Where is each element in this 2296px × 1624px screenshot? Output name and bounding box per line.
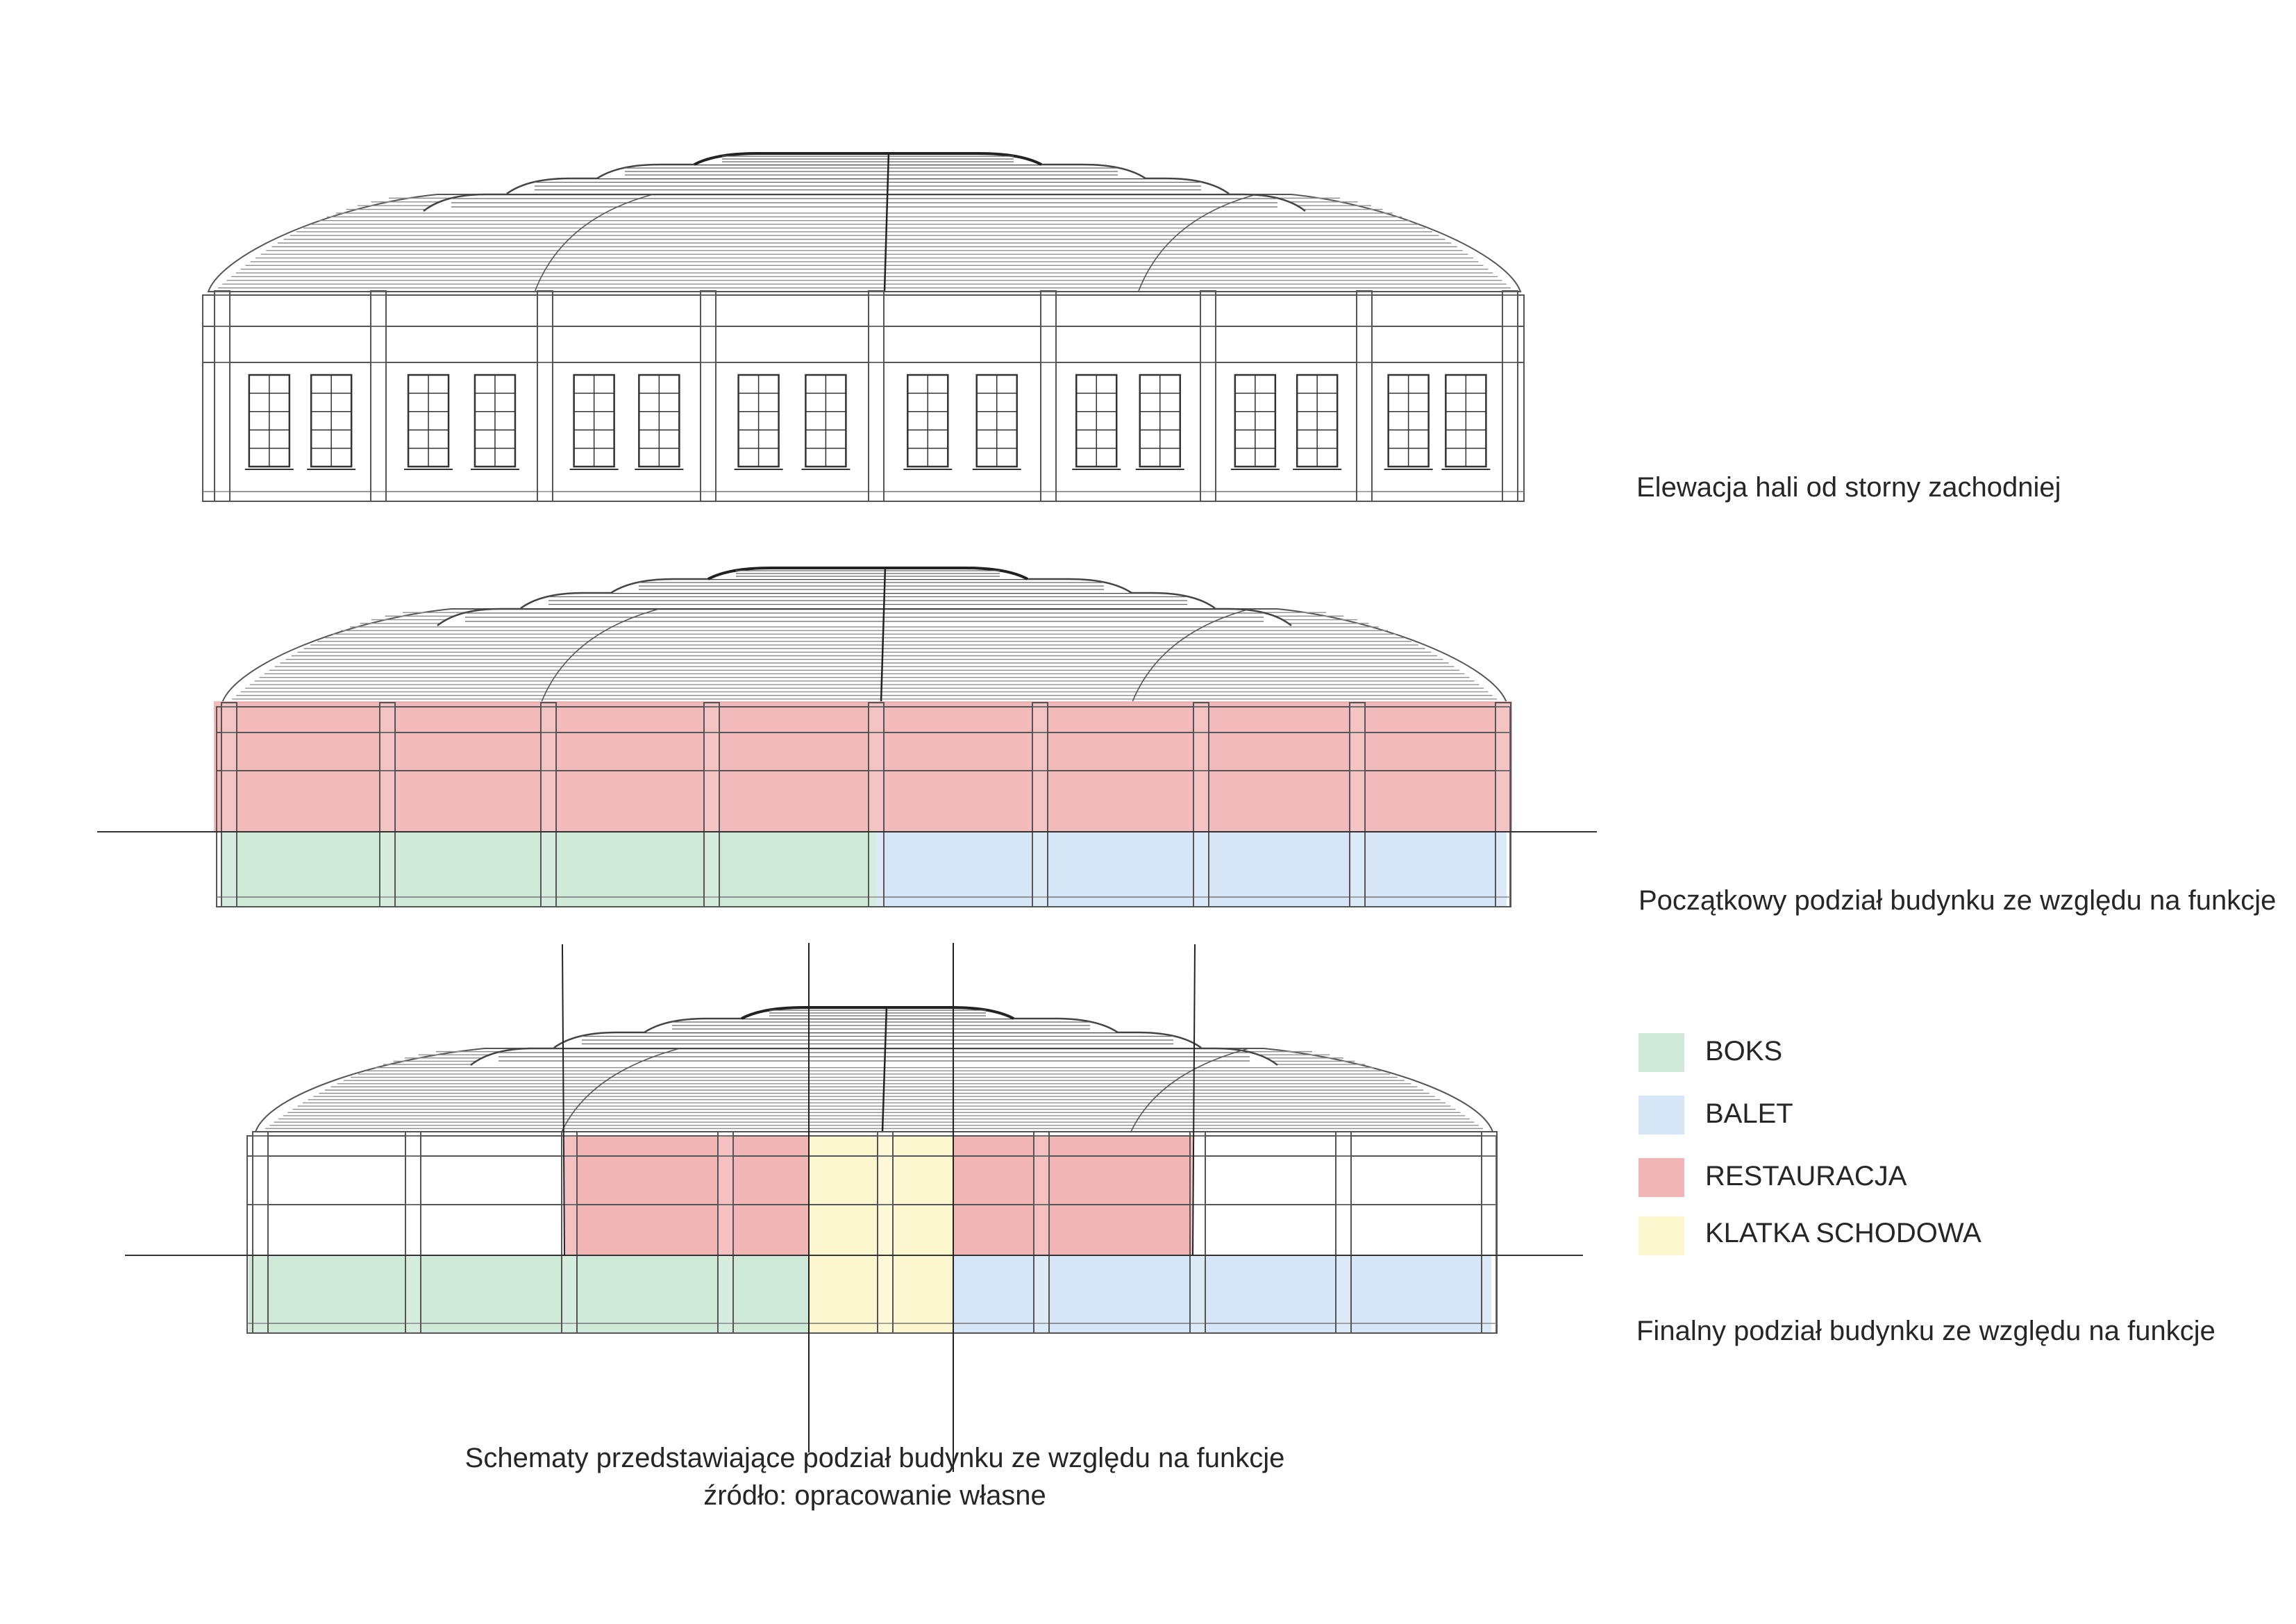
final-division-line-4 [1192,944,1196,1256]
pilaster [1481,1131,1498,1334]
pilaster [370,290,387,502]
pilaster [717,1131,734,1334]
initial-restauracja-zone [214,701,1512,832]
elevation-label: Elewacja hali od storny zachodniej [1636,472,2061,503]
legend-label-restauracja: RESTAURACJA [1705,1161,1907,1191]
pilaster [221,702,237,907]
elevation-drawing [202,151,1525,502]
roof-arc [1130,1048,1250,1132]
pilaster [1040,290,1057,502]
pilaster [561,1131,578,1334]
pilaster [1193,702,1209,907]
initial-division-drawing [97,566,1597,907]
pilaster [1200,290,1216,502]
roof-arc [1137,194,1257,292]
pilaster [703,702,720,907]
final-restauracja-zone-left [564,1136,809,1255]
final-restauracja-zone-right [953,1136,1193,1255]
pilaster [537,290,553,502]
pilaster [1502,290,1518,502]
roof-arc [534,194,653,292]
caption-line-2: źródło: opracowanie własne [703,1480,1046,1511]
pilaster [405,1131,421,1334]
legend-label-klatka: KLATKA SCHODOWA [1705,1218,1981,1248]
pilaster [1335,1131,1352,1334]
pilaster [1495,702,1511,907]
legend-swatch-balet [1639,1096,1684,1135]
legend-swatch-boks [1639,1033,1684,1072]
pilaster [1356,290,1373,502]
pilaster [1033,1131,1050,1334]
pilaster [1032,702,1048,907]
legend-label-boks: BOKS [1705,1036,1783,1066]
roof-ridge [880,566,887,703]
pilaster [379,702,396,907]
legend-swatch-restauracja [1639,1158,1684,1197]
initial-boks-zone [221,832,876,907]
final-boks-zone [249,1255,809,1333]
roof-arc [561,1048,680,1132]
pilaster [540,702,557,907]
roof-arc [540,608,660,703]
pilaster [868,290,885,502]
pilaster [1349,702,1366,907]
pilaster [214,290,231,502]
legend-label-balet: BALET [1705,1098,1793,1129]
final-division-line-1 [562,944,565,1256]
pilaster [877,1131,894,1334]
roof-ridge [881,1005,888,1132]
initial-division-label: Początkowy podział budynku ze względu na… [1639,885,2277,916]
pilaster [700,290,717,502]
final-balet-zone [953,1255,1491,1333]
pilaster [252,1131,269,1334]
roof-arc [1131,608,1250,703]
final-division-drawing [125,943,1583,1472]
initial-balet-zone [876,832,1507,907]
pilaster [868,702,885,907]
caption-line-1: Schematy przedstawiające podział budynku… [464,1443,1285,1473]
final-division-label: Finalny podział budynku ze względu na fu… [1636,1316,2215,1346]
legend-swatch-klatka [1639,1216,1684,1255]
final-klatka-zone [809,1136,953,1333]
facade-outline [202,294,1525,502]
roof-ridge [883,151,890,292]
